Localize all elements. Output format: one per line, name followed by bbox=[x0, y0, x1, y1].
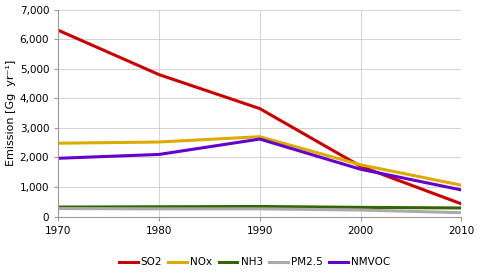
NOx bbox=[156, 140, 162, 144]
PM2.5 bbox=[257, 207, 263, 210]
Y-axis label: Emission [Gg  yr⁻¹]: Emission [Gg yr⁻¹] bbox=[6, 60, 15, 166]
Line: PM2.5: PM2.5 bbox=[58, 209, 461, 213]
SO2 bbox=[156, 73, 162, 76]
NMVOC bbox=[358, 168, 363, 171]
NH3 bbox=[55, 206, 61, 209]
NMVOC bbox=[156, 153, 162, 156]
NH3 bbox=[458, 206, 464, 210]
NOx bbox=[55, 142, 61, 145]
NMVOC bbox=[257, 138, 263, 141]
PM2.5 bbox=[55, 207, 61, 210]
NH3 bbox=[358, 206, 363, 209]
SO2 bbox=[358, 165, 363, 168]
NOx bbox=[257, 135, 263, 138]
NMVOC bbox=[458, 188, 464, 192]
PM2.5 bbox=[156, 207, 162, 210]
NMVOC bbox=[55, 157, 61, 160]
NOx bbox=[458, 184, 464, 187]
PM2.5 bbox=[458, 211, 464, 214]
Legend: SO2, NOx, NH3, PM2.5, NMVOC: SO2, NOx, NH3, PM2.5, NMVOC bbox=[115, 253, 394, 272]
SO2 bbox=[257, 107, 263, 110]
NH3 bbox=[257, 205, 263, 208]
Line: NH3: NH3 bbox=[58, 207, 461, 208]
Line: SO2: SO2 bbox=[58, 30, 461, 204]
NH3 bbox=[156, 205, 162, 209]
PM2.5 bbox=[358, 209, 363, 212]
Line: NMVOC: NMVOC bbox=[58, 139, 461, 190]
SO2 bbox=[55, 28, 61, 32]
NOx bbox=[358, 163, 363, 166]
SO2 bbox=[458, 202, 464, 206]
Line: NOx: NOx bbox=[58, 137, 461, 185]
